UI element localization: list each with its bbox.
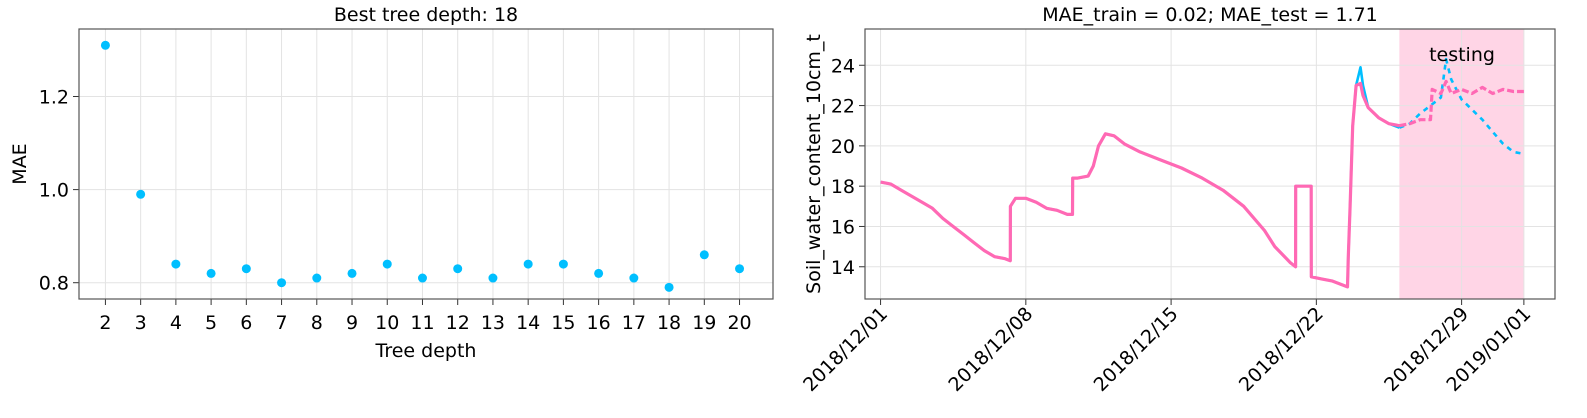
- y-tick-label: 20: [831, 136, 855, 158]
- x-tick-label: 3: [135, 312, 147, 334]
- x-tick-label: 2018/12/08: [944, 303, 1037, 396]
- y-tick-label: 18: [831, 176, 855, 198]
- data-points: [100, 40, 745, 292]
- series-lines: [880, 57, 1525, 289]
- data-point: [382, 259, 392, 269]
- x-tick-label: 4: [170, 312, 182, 334]
- observed-series-line: [880, 81, 1400, 289]
- data-point: [417, 273, 427, 283]
- x-tick-label: 14: [516, 312, 540, 334]
- x-tick-label: 17: [622, 312, 646, 334]
- x-tick-label: 19: [692, 312, 716, 334]
- soil-water-chart: 2018/12/01 2018/12/08 2018/12/15 2018/12/22…: [799, 4, 1556, 396]
- observed-series-test-line: [1399, 79, 1524, 128]
- chart-title: MAE_train = 0.02; MAE_test = 1.71: [1042, 4, 1378, 26]
- data-point: [171, 259, 181, 269]
- data-point: [347, 268, 357, 278]
- data-point: [136, 189, 146, 199]
- y-axis-ticks: 14 16 18 20 22 24: [831, 55, 865, 279]
- y-axis-ticks: 0.8 1.0 1.2: [39, 87, 79, 295]
- x-tick-label: 2: [99, 312, 111, 334]
- x-tick-label: 2018/12/01: [799, 303, 892, 396]
- data-point: [664, 282, 674, 292]
- x-tick-label: 2018/12/15: [1090, 303, 1183, 396]
- x-tick-label: 7: [276, 312, 288, 334]
- x-tick-label: 18: [657, 312, 681, 334]
- x-tick-label: 10: [375, 312, 399, 334]
- x-tick-label: 13: [481, 312, 505, 334]
- plot-frame: [864, 28, 1556, 300]
- x-tick-label: 15: [551, 312, 575, 334]
- data-point: [453, 264, 463, 274]
- data-point: [206, 268, 216, 278]
- data-point: [558, 259, 568, 269]
- tree-depth-chart: 2 3 4 5 6 7 8 9 10 11 12 13 14 15 16 17 18 19 20 0.8 1.0 1.2…: [9, 4, 774, 362]
- y-tick-label: 1.0: [39, 180, 69, 202]
- testing-annotation: testing: [1429, 44, 1495, 66]
- y-tick-label: 1.2: [39, 87, 69, 109]
- data-point: [100, 40, 110, 50]
- x-tick-label: 6: [240, 312, 252, 334]
- y-tick-label: 14: [831, 257, 855, 279]
- y-tick-label: 24: [831, 55, 855, 77]
- x-tick-label: 20: [727, 312, 751, 334]
- data-point: [594, 268, 604, 278]
- gridlines: [79, 29, 773, 299]
- x-tick-label: 12: [446, 312, 470, 334]
- data-point: [735, 264, 745, 274]
- chart-title: Best tree depth: 18: [334, 4, 518, 26]
- y-tick-label: 22: [831, 96, 855, 118]
- x-tick-label: 16: [587, 312, 611, 334]
- x-tick-label: 8: [311, 312, 323, 334]
- x-axis-label: Tree depth: [375, 340, 477, 362]
- data-point: [312, 273, 322, 283]
- x-tick-label: 2018/12/22: [1235, 303, 1328, 396]
- plot-frame: [78, 28, 774, 300]
- data-point: [629, 273, 639, 283]
- y-tick-label: 16: [831, 216, 855, 238]
- x-tick-label: 11: [410, 312, 434, 334]
- data-point: [523, 259, 533, 269]
- y-axis-label: Soil_water_content_10cm_t: [803, 34, 825, 294]
- y-axis-label: MAE: [9, 143, 31, 184]
- x-tick-label: 9: [346, 312, 358, 334]
- x-tick-label: 5: [205, 312, 217, 334]
- data-point: [488, 273, 498, 283]
- x-axis-ticks: 2 3 4 5 6 7 8 9 10 11 12 13 14 15 16 17 18 19 20: [99, 299, 752, 334]
- data-point: [241, 264, 251, 274]
- plot-area: [79, 29, 773, 299]
- predicted-series-test-line: [1398, 57, 1525, 156]
- y-tick-label: 0.8: [39, 273, 69, 295]
- data-point: [699, 250, 709, 260]
- gridlines: [865, 29, 1555, 299]
- x-axis-ticks: 2018/12/01 2018/12/08 2018/12/15 2018/12/22…: [799, 299, 1535, 396]
- data-point: [277, 278, 287, 288]
